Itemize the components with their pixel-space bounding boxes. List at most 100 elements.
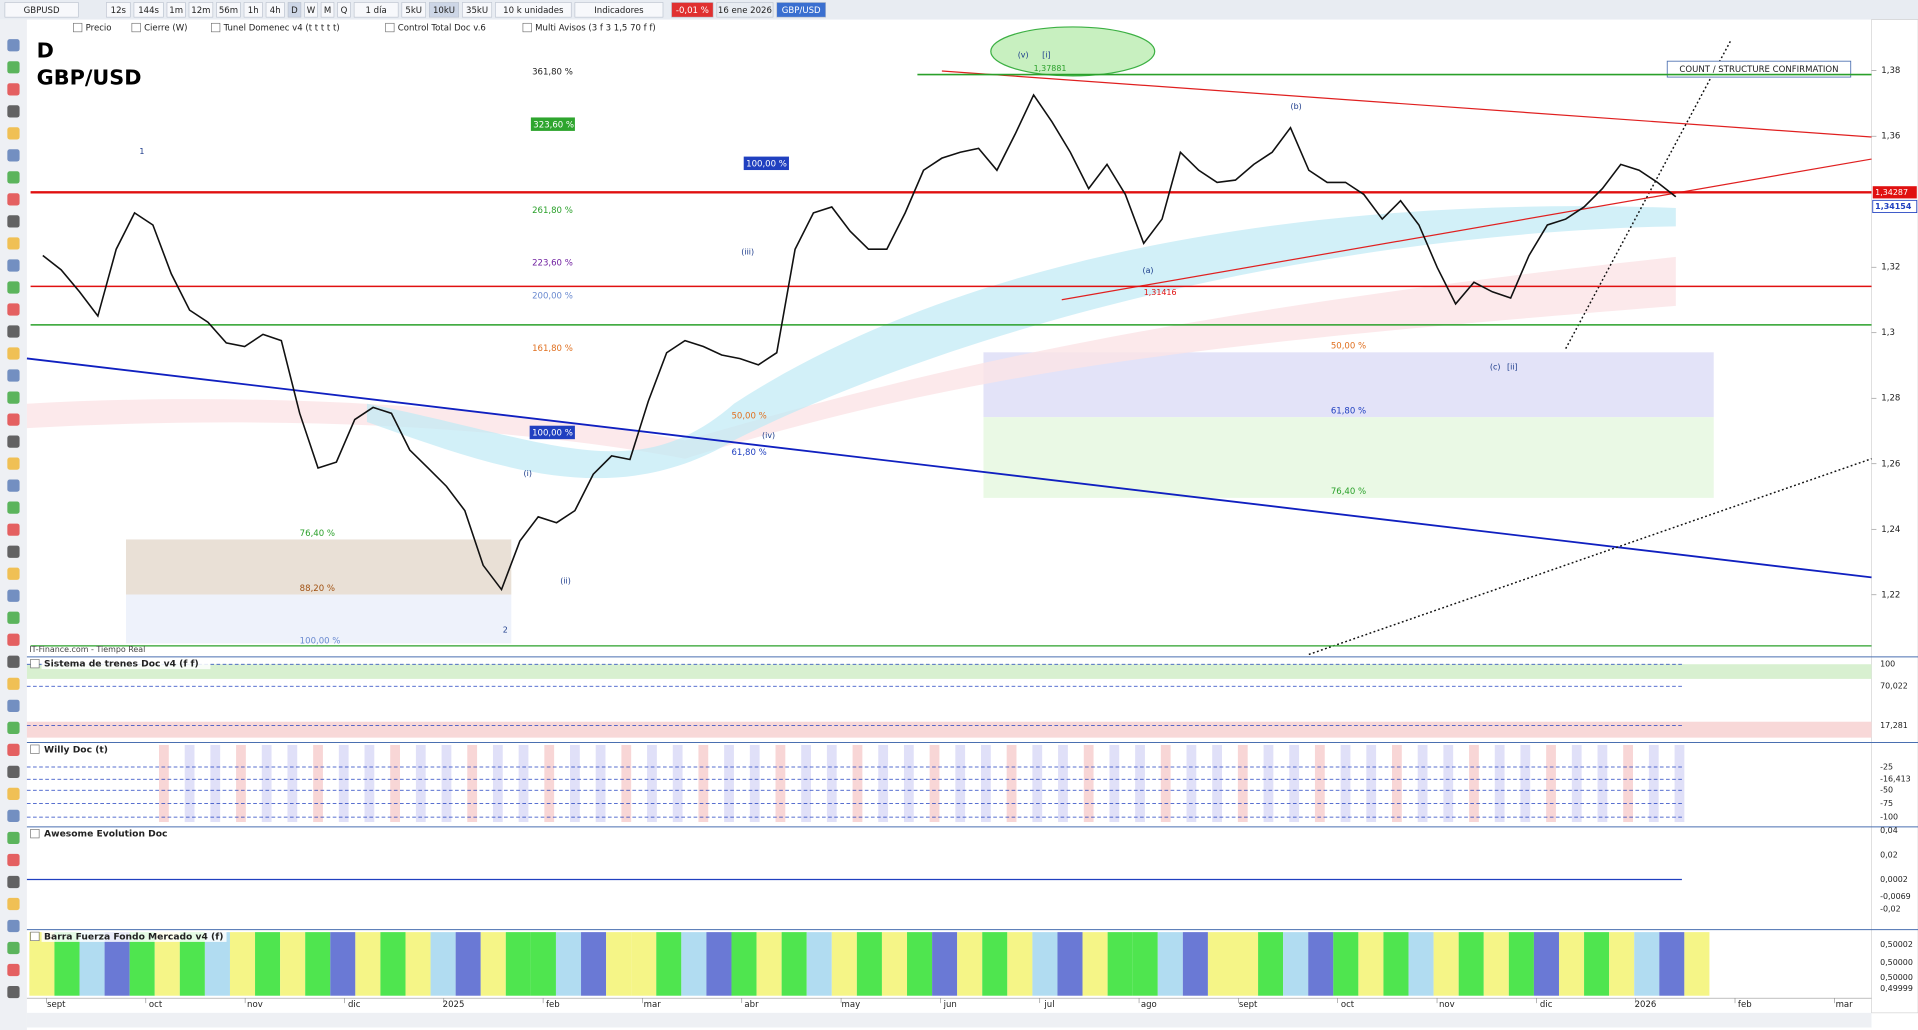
tool-icon[interactable] [7, 853, 20, 867]
tool-icon[interactable] [7, 611, 20, 624]
button[interactable] [287, 2, 302, 18]
tool-icon[interactable] [7, 457, 20, 470]
button-label[interactable]: 35kU [466, 6, 488, 16]
button-label[interactable]: 10 k unidades [503, 6, 564, 16]
tool-icon[interactable] [7, 677, 20, 690]
button[interactable] [716, 2, 774, 18]
button[interactable] [304, 2, 318, 18]
legend-checkbox[interactable] [73, 22, 83, 33]
button[interactable] [166, 2, 186, 18]
tool-icon[interactable] [7, 259, 20, 272]
tool-icon[interactable] [7, 919, 20, 933]
tool-icon[interactable] [7, 897, 20, 911]
button-label[interactable]: 5kU [405, 6, 422, 16]
tool-icon[interactable] [7, 567, 20, 580]
button-label[interactable]: 4h [270, 6, 281, 16]
button[interactable] [265, 2, 285, 18]
button[interactable] [574, 2, 664, 18]
button[interactable] [401, 2, 426, 18]
button[interactable] [337, 2, 351, 18]
panel-close[interactable] [30, 829, 40, 839]
panel-close[interactable] [30, 659, 40, 669]
tool-icon[interactable] [7, 435, 20, 448]
button-label[interactable]: D [291, 6, 298, 16]
button-label[interactable]: 16 ene 2026 [718, 6, 772, 16]
tool-icon[interactable] [7, 347, 20, 360]
legend-item[interactable]: Control Total Doc v.6 [398, 24, 486, 34]
button-label[interactable]: 1m [169, 6, 183, 16]
tool-icon[interactable] [7, 809, 20, 823]
button-label[interactable]: 10kU [433, 6, 455, 16]
button[interactable] [243, 2, 263, 18]
button[interactable] [320, 2, 335, 18]
tool-icon[interactable] [7, 325, 20, 338]
button-label[interactable]: Indicadores [594, 6, 644, 16]
tool-icon[interactable] [7, 149, 20, 162]
button[interactable] [216, 2, 241, 18]
legend-checkbox[interactable] [522, 22, 532, 33]
button[interactable] [188, 2, 214, 18]
legend-item[interactable]: Multi Avisos (3 f 3 1,5 70 f f) [535, 24, 656, 34]
tool-icon[interactable] [7, 303, 20, 316]
button-label[interactable]: 56m [219, 6, 238, 16]
button-label[interactable]: 144s [138, 6, 159, 16]
tool-icon[interactable] [7, 281, 20, 294]
tool-icon[interactable] [7, 171, 20, 184]
legend-checkbox[interactable] [131, 22, 141, 33]
tool-icon[interactable] [7, 391, 20, 404]
tool-icon[interactable] [7, 193, 20, 206]
button-label[interactable]: W [307, 6, 316, 16]
tool-icon[interactable] [7, 61, 20, 74]
tool-icon[interactable] [7, 237, 20, 250]
tool-icon[interactable] [7, 215, 20, 228]
button[interactable] [133, 2, 164, 18]
tool-icon[interactable] [7, 875, 20, 889]
tool-icon[interactable] [7, 633, 20, 646]
tool-icon[interactable] [7, 369, 20, 382]
tool-icon[interactable] [7, 479, 20, 492]
tool-icon[interactable] [7, 127, 20, 140]
button-label[interactable]: GBP/USD [782, 6, 821, 16]
tool-icon[interactable] [7, 523, 20, 536]
tool-icon[interactable] [7, 589, 20, 602]
legend-item[interactable]: Tunel Domenec v4 (t t t t t) [223, 24, 340, 34]
legend-item[interactable]: Cierre (W) [144, 24, 187, 34]
tool-icon[interactable] [7, 963, 20, 977]
button-label[interactable]: -0,01 % [676, 6, 709, 16]
legend-checkbox[interactable] [385, 22, 395, 33]
tool-icon[interactable] [7, 105, 20, 118]
button-label[interactable]: 1h [248, 6, 259, 16]
tool-icon[interactable] [7, 699, 20, 712]
button[interactable] [671, 2, 714, 18]
tool-icon[interactable] [7, 985, 20, 999]
tool-icon[interactable] [7, 39, 20, 52]
scrollbar[interactable] [26, 1012, 1872, 1028]
button[interactable] [462, 2, 493, 18]
legend-checkbox[interactable] [211, 22, 221, 33]
button-label[interactable]: Q [341, 6, 348, 16]
tool-icon[interactable] [7, 765, 20, 778]
tool-icon[interactable] [7, 743, 20, 756]
button-label[interactable]: M [324, 6, 331, 16]
button-label[interactable]: 12m [191, 6, 210, 16]
tool-icon[interactable] [7, 501, 20, 514]
tool-icon[interactable] [7, 655, 20, 668]
tool-icon[interactable] [7, 413, 20, 426]
panel-close[interactable] [30, 931, 40, 941]
button[interactable] [353, 2, 399, 18]
tool-icon[interactable] [7, 831, 20, 845]
button[interactable] [776, 2, 826, 18]
panel-close[interactable] [30, 744, 40, 754]
button[interactable] [106, 2, 131, 18]
button-label[interactable]: GBPUSD [24, 6, 60, 16]
legend-item[interactable]: Precio [86, 24, 112, 34]
tool-icon[interactable] [7, 721, 20, 734]
tool-icon[interactable] [7, 545, 20, 558]
tool-icon[interactable] [7, 941, 20, 955]
button-label[interactable]: 1 día [366, 6, 387, 16]
button[interactable] [495, 2, 572, 18]
button-label[interactable]: 12s [111, 6, 127, 16]
tool-icon[interactable] [7, 787, 20, 801]
button[interactable] [429, 2, 460, 18]
tool-icon[interactable] [7, 83, 20, 96]
